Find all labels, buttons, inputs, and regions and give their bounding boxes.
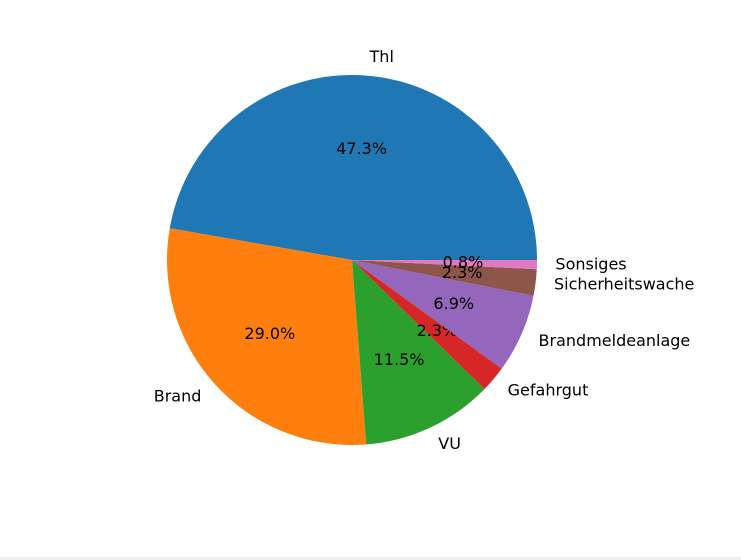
pie-slice-sonsiges xyxy=(352,260,537,270)
slice-label-brandmeldeanlage: Brandmeldeanlage xyxy=(539,331,691,350)
slice-label-gefahrgut: Gefahrgut xyxy=(508,381,589,400)
slice-label-brand: Brand xyxy=(154,386,202,405)
slice-label-vu: VU xyxy=(438,434,461,453)
slice-label-sicherheitswache: Sicherheitswache xyxy=(554,274,694,293)
pct-label-sonsiges: 0.8% xyxy=(443,252,484,271)
pie-slice-sicherheitswache xyxy=(352,260,537,296)
pct-label-brand: 29.0% xyxy=(244,324,295,343)
pct-label-brandmeldeanlage: 6.9% xyxy=(433,294,474,313)
pct-label-sicherheitswache: 2.3% xyxy=(442,263,483,282)
pie-slice-brandmeldeanlage xyxy=(352,260,534,369)
pct-label-thl: 47.3% xyxy=(336,139,387,158)
pct-label-vu: 11.5% xyxy=(374,350,425,369)
pie-slice-thl xyxy=(169,74,538,260)
pie-slice-vu xyxy=(352,260,485,445)
pie-slice-gefahrgut xyxy=(352,260,502,390)
bottom-divider xyxy=(0,557,741,560)
slice-label-thl: Thl xyxy=(369,47,394,66)
slice-label-sonsiges: Sonsiges xyxy=(555,255,626,274)
pie-slice-brand xyxy=(166,228,367,445)
